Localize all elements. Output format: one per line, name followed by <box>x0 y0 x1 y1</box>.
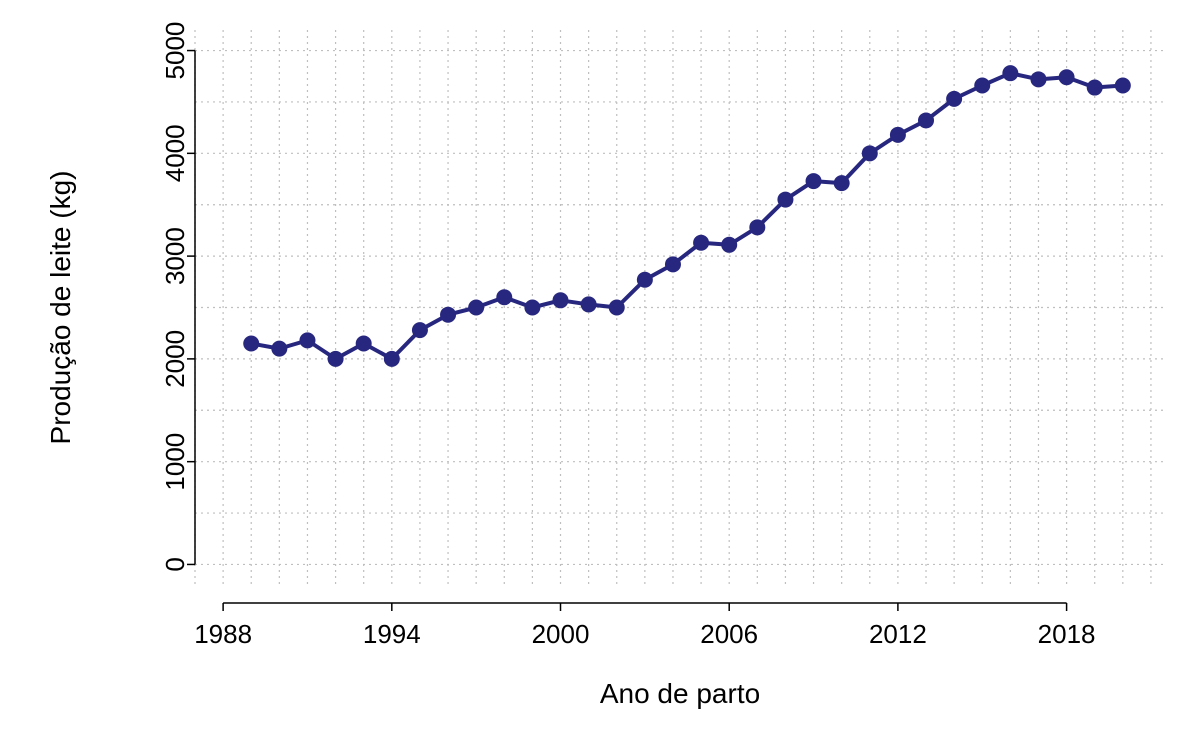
data-point <box>524 300 540 316</box>
y-tick-label: 5000 <box>160 22 190 80</box>
data-point <box>581 296 597 312</box>
data-point <box>243 335 259 351</box>
x-tick-label: 1988 <box>194 619 252 649</box>
data-point <box>1115 78 1131 94</box>
data-point <box>862 145 878 161</box>
data-point <box>721 237 737 253</box>
data-point <box>271 341 287 357</box>
x-tick-label: 2000 <box>532 619 590 649</box>
milk-production-chart: 0 1000 2000 3000 4000 5000 1988 1994 2000 2006 201… <box>0 0 1196 752</box>
data-point <box>637 272 653 288</box>
x-tick-label: 2006 <box>700 619 758 649</box>
data-point <box>384 351 400 367</box>
data-point <box>1059 69 1075 85</box>
data-point <box>777 192 793 208</box>
y-axis-label: Produção de leite (kg) <box>45 171 76 445</box>
y-tick-label: 4000 <box>160 124 190 182</box>
data-point <box>440 307 456 323</box>
data-point <box>1087 80 1103 96</box>
x-tick-label: 2018 <box>1038 619 1096 649</box>
data-point <box>553 292 569 308</box>
chart-svg: 0 1000 2000 3000 4000 5000 1988 1994 2000 2006 201… <box>0 0 1196 752</box>
data-point <box>834 175 850 191</box>
data-point <box>974 78 990 94</box>
y-tick-label: 2000 <box>160 330 190 388</box>
data-point <box>1002 65 1018 81</box>
data-point <box>693 235 709 251</box>
data-point <box>946 91 962 107</box>
x-axis-label: Ano de parto <box>600 678 760 709</box>
x-tick-label: 1994 <box>363 619 421 649</box>
y-tick-label: 1000 <box>160 433 190 491</box>
data-point <box>299 332 315 348</box>
data-point <box>665 256 681 272</box>
x-tick-label: 2012 <box>869 619 927 649</box>
data-point <box>328 351 344 367</box>
data-point <box>412 322 428 338</box>
data-point <box>806 173 822 189</box>
y-tick-label: 3000 <box>160 227 190 285</box>
data-point <box>749 219 765 235</box>
data-point <box>356 335 372 351</box>
data-point <box>609 300 625 316</box>
data-point <box>1030 71 1046 87</box>
data-point <box>918 112 934 128</box>
data-point <box>468 300 484 316</box>
y-tick-label: 0 <box>160 557 190 571</box>
data-point <box>496 289 512 305</box>
data-point <box>890 127 906 143</box>
